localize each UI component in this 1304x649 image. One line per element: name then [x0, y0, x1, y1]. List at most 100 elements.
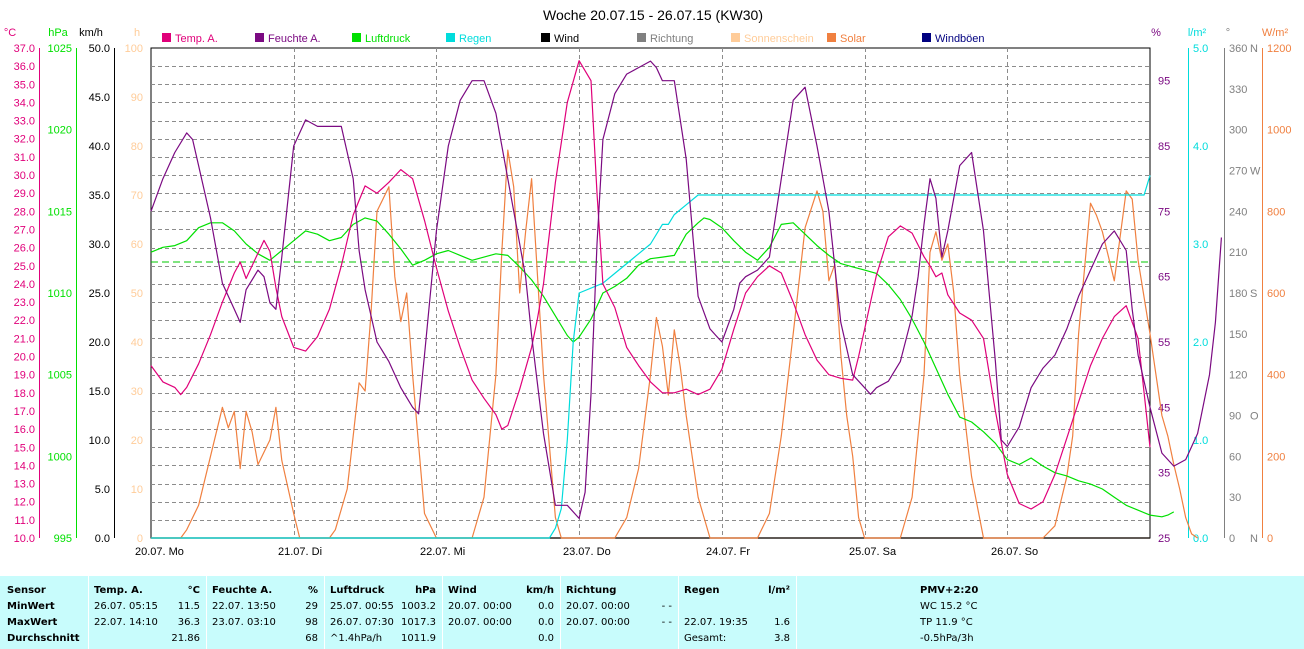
- min-pressure-time: 25.07. 00:55: [330, 601, 394, 612]
- header-rain-unit: l/m²: [768, 585, 790, 596]
- legend-swatch: [922, 33, 931, 42]
- temp-tick-label: 23.0: [14, 297, 35, 309]
- max-rain-time: 22.07. 19:35: [684, 617, 748, 628]
- pressure-tick-label: 1000: [48, 451, 72, 463]
- column-divider: [560, 576, 561, 649]
- temp-tick-label: 31.0: [14, 152, 35, 164]
- row-label-average: Durchschnitt: [7, 633, 80, 644]
- series: [150, 60, 1222, 539]
- column-divider: [678, 576, 679, 649]
- solar-tick-label: 1200: [1267, 43, 1291, 55]
- day-label: 25.07. Sa: [849, 546, 897, 558]
- direction-tick-label: 0: [1229, 533, 1235, 545]
- day-label: 23.07. Do: [563, 546, 611, 558]
- max-pressure-value: 1017.3: [401, 617, 436, 628]
- legend-label: Wind: [554, 33, 579, 45]
- series-line-solar: [151, 149, 1198, 539]
- chart-title: Woche 20.07.15 - 26.07.15 (KW30): [543, 7, 763, 23]
- statistics-table: Sensor Temp. A. °C Feuchte A. % Luftdruc…: [0, 576, 1304, 649]
- max-direction-time: 20.07. 00:00: [566, 617, 630, 628]
- humidity-tick-label: 65: [1158, 272, 1170, 284]
- max-wind-value: 0.0: [538, 617, 554, 628]
- min-humidity-time: 22.07. 13:50: [212, 601, 276, 612]
- temp-tick-label: 27.0: [14, 224, 35, 236]
- rain-total-value: 3.8: [774, 633, 790, 644]
- compass-label: O: [1250, 411, 1259, 423]
- windchill-value: WC 15.2 °C: [920, 601, 978, 612]
- temp-tick-label: 33.0: [14, 116, 35, 128]
- rain-tick-label: 3.0: [1193, 239, 1208, 251]
- rain-tick-label: 0.0: [1193, 533, 1208, 545]
- max-pressure-time: 26.07. 07:30: [330, 617, 394, 628]
- sunshine-tick-label: 50: [131, 288, 143, 300]
- legend: Temp. A. Feuchte A. Luftdruck Regen Wind Rich…: [162, 33, 985, 45]
- min-temp-time: 26.07. 05:15: [94, 601, 158, 612]
- day-label: 24.07. Fr: [706, 546, 750, 558]
- direction-tick-label: 60: [1229, 451, 1241, 463]
- direction-tick-label: 270: [1229, 166, 1247, 178]
- min-pressure-value: 1003.2: [401, 601, 436, 612]
- direction-tick-label: 210: [1229, 247, 1247, 259]
- humidity-tick-label: 95: [1158, 76, 1170, 88]
- temp-tick-label: 15.0: [14, 442, 35, 454]
- grid: [150, 47, 1151, 539]
- direction-tick-label: 30: [1229, 492, 1241, 504]
- solar-tick-label: 400: [1267, 370, 1285, 382]
- sunshine-tick-label: 80: [131, 141, 143, 153]
- temp-tick-label: 18.0: [14, 388, 35, 400]
- temp-tick-label: 34.0: [14, 97, 35, 109]
- wind-tick-label: 10.0: [89, 435, 110, 447]
- wind-tick-label: 45.0: [89, 92, 110, 104]
- rain-tick-label: 1.0: [1193, 435, 1208, 447]
- compass-label: N: [1250, 533, 1258, 545]
- sunshine-tick-label: 30: [131, 386, 143, 398]
- direction-tick-label: 330: [1229, 84, 1247, 96]
- temp-tick-label: 36.0: [14, 61, 35, 73]
- direction-tick-label: 150: [1229, 329, 1247, 341]
- day-label: 20.07. Mo: [135, 546, 184, 558]
- min-wind-value: 0.0: [538, 601, 554, 612]
- sunshine-tick-label: 10: [131, 484, 143, 496]
- sunshine-tick-label: 40: [131, 337, 143, 349]
- sunshine-tick-label: 60: [131, 239, 143, 251]
- temp-tick-label: 24.0: [14, 279, 35, 291]
- temp-tick-label: 11.0: [14, 515, 35, 527]
- avg-humidity-value: 68: [305, 633, 318, 644]
- compass-label: W: [1250, 166, 1261, 178]
- header-humidity-unit: %: [307, 585, 318, 596]
- header-pmv: PMV+2:20: [920, 585, 979, 596]
- legend-swatch: [255, 33, 264, 42]
- sunshine-tick-label: 90: [131, 92, 143, 104]
- temp-tick-label: 13.0: [14, 479, 35, 491]
- sunshine-tick-label: 20: [131, 435, 143, 447]
- wind-tick-label: 50.0: [89, 43, 110, 55]
- rain-tick-label: 2.0: [1193, 337, 1208, 349]
- direction-tick-label: 90: [1229, 411, 1241, 423]
- pressure-unit-label: hPa: [48, 27, 68, 39]
- wind-tick-label: 30.0: [89, 239, 110, 251]
- day-label: 21.07. Di: [278, 546, 322, 558]
- temp-tick-label: 12.0: [14, 497, 35, 509]
- wind-tick-label: 35.0: [89, 190, 110, 202]
- humidity-unit-label: %: [1151, 27, 1161, 39]
- header-pressure: Luftdruck: [330, 585, 385, 596]
- pressure-tick-label: 1010: [48, 288, 72, 300]
- min-wind-time: 20.07. 00:00: [448, 601, 512, 612]
- temp-tick-label: 16.0: [14, 424, 35, 436]
- solar-unit-label: W/m²: [1262, 27, 1289, 39]
- wind-tick-label: 40.0: [89, 141, 110, 153]
- temp-tick-label: 32.0: [14, 134, 35, 146]
- legend-swatch: [731, 33, 740, 42]
- temp-tick-label: 17.0: [14, 406, 35, 418]
- temp-tick-label: 25.0: [14, 261, 35, 273]
- column-divider: [206, 576, 207, 649]
- humidity-tick-label: 25: [1158, 533, 1170, 545]
- rain-total-label: Gesamt:: [684, 633, 727, 644]
- wind-tick-label: 15.0: [89, 386, 110, 398]
- axes: 20.07. Mo 21.07. Di 22.07. Mi 23.07. Do 24.0…: [4, 27, 1292, 558]
- pressure-tick-label: 1015: [48, 206, 72, 218]
- series-line-feuchte-a: [150, 60, 1222, 520]
- max-humidity-value: 98: [305, 617, 318, 628]
- max-temp-time: 22.07. 14:10: [94, 617, 158, 628]
- direction-tick-label: 120: [1229, 370, 1247, 382]
